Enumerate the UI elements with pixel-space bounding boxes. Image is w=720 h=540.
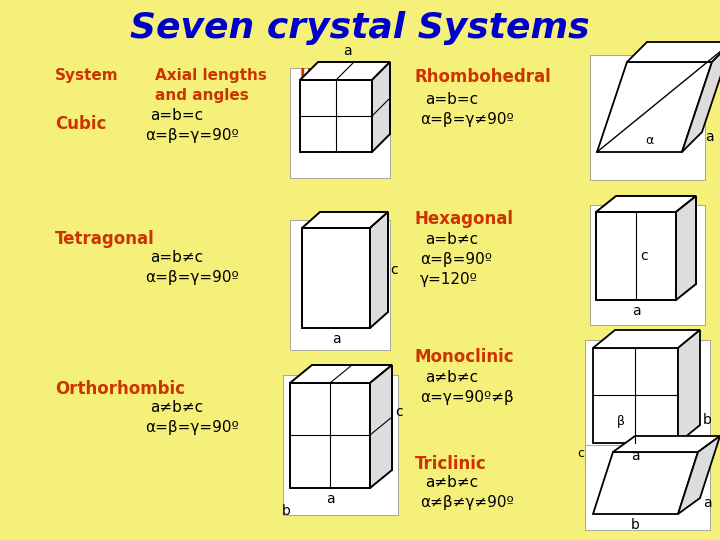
Text: α≠β≠γ≠90º: α≠β≠γ≠90º — [420, 495, 514, 510]
Polygon shape — [596, 196, 696, 212]
FancyBboxPatch shape — [290, 68, 390, 178]
Polygon shape — [290, 365, 392, 383]
Text: α=β=90º: α=β=90º — [420, 252, 492, 267]
Polygon shape — [593, 452, 698, 514]
Polygon shape — [676, 196, 696, 300]
Text: b: b — [631, 518, 639, 532]
FancyBboxPatch shape — [590, 205, 705, 325]
FancyBboxPatch shape — [283, 375, 398, 515]
Polygon shape — [682, 42, 720, 152]
Text: a≠b≠c: a≠b≠c — [425, 475, 478, 490]
Text: c: c — [640, 249, 647, 263]
Text: a: a — [332, 332, 341, 346]
Polygon shape — [597, 62, 712, 152]
Polygon shape — [596, 212, 676, 300]
Text: α=β=γ=90º: α=β=γ=90º — [145, 420, 239, 435]
Text: α=β=γ=90º: α=β=γ=90º — [145, 128, 239, 143]
Polygon shape — [593, 330, 700, 348]
Polygon shape — [302, 212, 388, 228]
Text: a=b=c: a=b=c — [150, 108, 203, 123]
Text: α=β=γ=90º: α=β=γ=90º — [145, 270, 239, 285]
Text: Tetragonal: Tetragonal — [55, 230, 155, 248]
FancyBboxPatch shape — [290, 220, 390, 350]
Text: Monoclinic: Monoclinic — [415, 348, 515, 366]
Text: a≠b≠c: a≠b≠c — [150, 400, 203, 415]
Polygon shape — [593, 348, 678, 443]
Text: c: c — [395, 405, 402, 419]
Text: a=b≠c: a=b≠c — [425, 232, 478, 247]
Polygon shape — [300, 80, 372, 152]
Text: Unit cell: Unit cell — [300, 68, 371, 83]
Polygon shape — [627, 42, 720, 62]
Polygon shape — [372, 62, 390, 152]
Polygon shape — [370, 365, 392, 488]
Text: β: β — [617, 415, 625, 428]
Text: a: a — [705, 130, 714, 144]
Text: a=b=c: a=b=c — [425, 92, 478, 107]
Text: α: α — [645, 133, 653, 146]
Text: System: System — [55, 68, 119, 83]
Text: Seven crystal Systems: Seven crystal Systems — [130, 11, 590, 45]
Polygon shape — [290, 383, 370, 488]
Text: γ=120º: γ=120º — [420, 272, 478, 287]
Text: c: c — [390, 263, 397, 277]
Text: a: a — [631, 304, 640, 318]
Text: Hexagonal: Hexagonal — [415, 210, 514, 228]
Text: c: c — [577, 447, 585, 460]
Text: α=β=γ≠90º: α=β=γ≠90º — [420, 112, 514, 127]
Text: Triclinic: Triclinic — [415, 455, 487, 473]
Text: b: b — [282, 504, 290, 518]
Text: a: a — [631, 449, 639, 463]
Text: a: a — [325, 492, 334, 506]
Text: α=γ=90º≠β: α=γ=90º≠β — [420, 390, 514, 405]
Polygon shape — [678, 330, 700, 443]
FancyBboxPatch shape — [585, 340, 710, 470]
Text: Orthorhombic: Orthorhombic — [55, 380, 185, 398]
Polygon shape — [613, 436, 720, 452]
FancyBboxPatch shape — [585, 445, 710, 530]
Text: a≠b≠c: a≠b≠c — [425, 370, 478, 385]
Text: a=b≠c: a=b≠c — [150, 250, 203, 265]
Text: Rhombohedral: Rhombohedral — [415, 68, 552, 86]
FancyBboxPatch shape — [590, 55, 705, 180]
Polygon shape — [302, 228, 370, 328]
Text: a: a — [343, 44, 351, 58]
Text: Cubic: Cubic — [55, 115, 107, 133]
Polygon shape — [300, 62, 390, 80]
Text: a: a — [703, 496, 711, 510]
Polygon shape — [678, 436, 720, 514]
Polygon shape — [370, 212, 388, 328]
Text: b: b — [703, 413, 712, 427]
Text: Axial lengths
and angles: Axial lengths and angles — [155, 68, 267, 103]
